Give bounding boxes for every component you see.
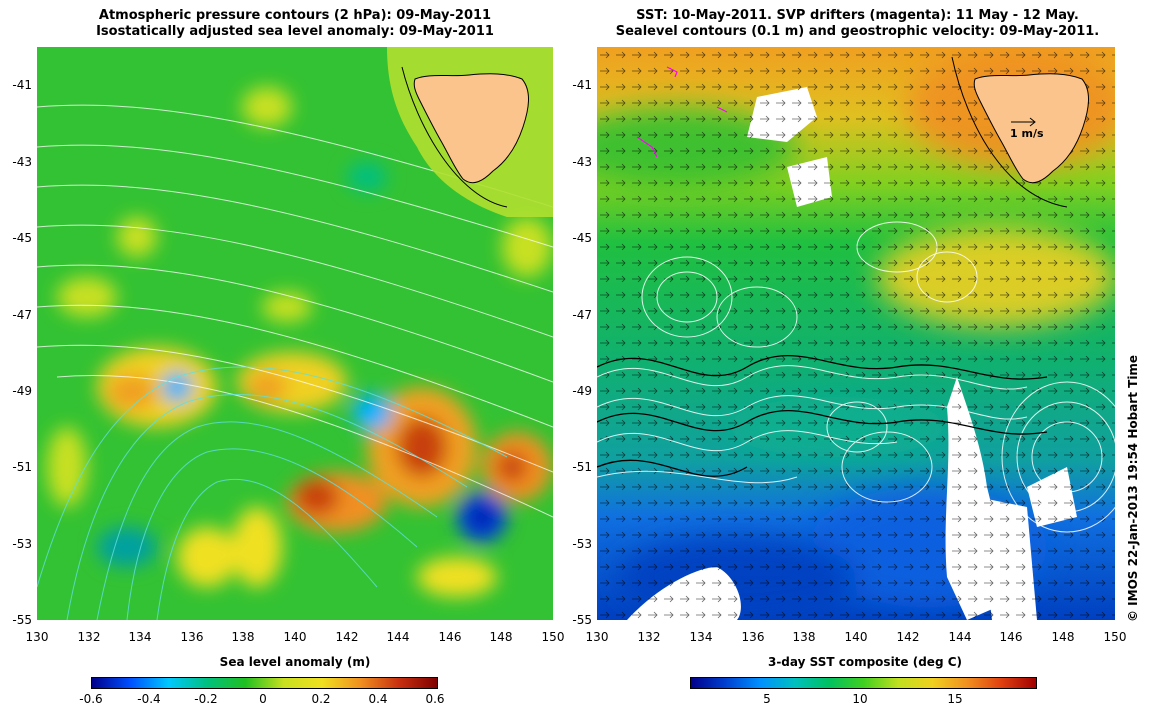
right-y-tick: -43 <box>572 155 592 169</box>
right-colorbar-label: 10 <box>852 692 868 706</box>
right-colorbar-label: 5 <box>763 692 771 706</box>
left-x-tick: 136 <box>180 630 204 644</box>
sea-level-anomaly-map <box>37 47 553 620</box>
right-colorbar-label: 15 <box>947 692 963 706</box>
right-x-tick: 146 <box>999 630 1023 644</box>
right-x-tick: 150 <box>1103 630 1127 644</box>
left-y-tick: -53 <box>12 537 32 551</box>
left-colorbar-label: -0.4 <box>137 692 161 706</box>
right-x-tick: 134 <box>689 630 713 644</box>
sst-map: 1 m/s <box>597 47 1115 620</box>
left-title: Atmospheric pressure contours (2 hPa): 0… <box>40 8 550 40</box>
right-y-tick: -47 <box>572 308 592 322</box>
left-colorbar-label: 0.2 <box>311 692 331 706</box>
left-x-tick: 132 <box>77 630 101 644</box>
right-y-tick: -45 <box>572 231 592 245</box>
right-colorbar-title: 3-day SST composite (deg C) <box>767 655 963 669</box>
right-title-line1: SST: 10-May-2011. SVP drifters (magenta)… <box>636 8 1079 23</box>
right-x-tick: 130 <box>585 630 609 644</box>
left-x-tick: 144 <box>386 630 410 644</box>
right-x-tick: 132 <box>637 630 661 644</box>
left-title-line1: Atmospheric pressure contours (2 hPa): 0… <box>98 8 492 23</box>
left-colorbar <box>91 677 438 689</box>
right-title: SST: 10-May-2011. SVP drifters (magenta)… <box>600 8 1115 40</box>
left-y-tick: -49 <box>12 384 32 398</box>
tasmania-landmass-sst <box>951 56 1089 208</box>
right-y-tick: -55 <box>572 613 592 627</box>
right-x-tick: 140 <box>844 630 868 644</box>
left-x-tick: 146 <box>438 630 462 644</box>
velocity-scale-arrow <box>1011 117 1036 127</box>
left-y-tick: -43 <box>12 155 32 169</box>
right-y-tick: -51 <box>572 460 592 474</box>
right-y-tick: -41 <box>572 78 592 92</box>
velocity-scale-label: 1 m/s <box>1010 127 1044 140</box>
left-x-tick: 142 <box>335 630 359 644</box>
left-y-tick: -45 <box>12 231 32 245</box>
left-x-tick: 138 <box>231 630 255 644</box>
left-y-tick: -55 <box>12 613 32 627</box>
right-x-tick: 148 <box>1051 630 1075 644</box>
left-y-tick: -47 <box>12 308 32 322</box>
right-x-tick: 138 <box>792 630 816 644</box>
left-x-tick: 150 <box>541 630 565 644</box>
left-x-tick: 140 <box>283 630 307 644</box>
left-y-tick: -51 <box>12 460 32 474</box>
left-colorbar-label: 0 <box>259 692 267 706</box>
right-x-tick: 144 <box>948 630 972 644</box>
left-x-tick: 134 <box>128 630 152 644</box>
left-x-tick: 148 <box>489 630 513 644</box>
right-x-tick: 142 <box>896 630 920 644</box>
tasmania-landmass <box>387 47 553 217</box>
left-y-tick: -41 <box>12 78 32 92</box>
left-colorbar-label: -0.6 <box>79 692 103 706</box>
left-colorbar-title: Sea level anomaly (m) <box>219 655 371 669</box>
left-colorbar-label: -0.2 <box>194 692 218 706</box>
right-colorbar <box>690 677 1037 689</box>
right-y-tick: -49 <box>572 384 592 398</box>
left-colorbar-label: 0.4 <box>368 692 388 706</box>
imos-credit: © IMOS 22-Jan-2013 19:54 Hobart Time <box>1126 354 1140 622</box>
right-y-tick: -53 <box>572 537 592 551</box>
left-x-tick: 130 <box>25 630 49 644</box>
right-x-tick: 136 <box>741 630 765 644</box>
right-title-line2: Sealevel contours (0.1 m) and geostrophi… <box>615 24 1100 39</box>
left-colorbar-label: 0.6 <box>425 692 445 706</box>
left-title-line2: Isostatically adjusted sea level anomaly… <box>96 24 494 39</box>
